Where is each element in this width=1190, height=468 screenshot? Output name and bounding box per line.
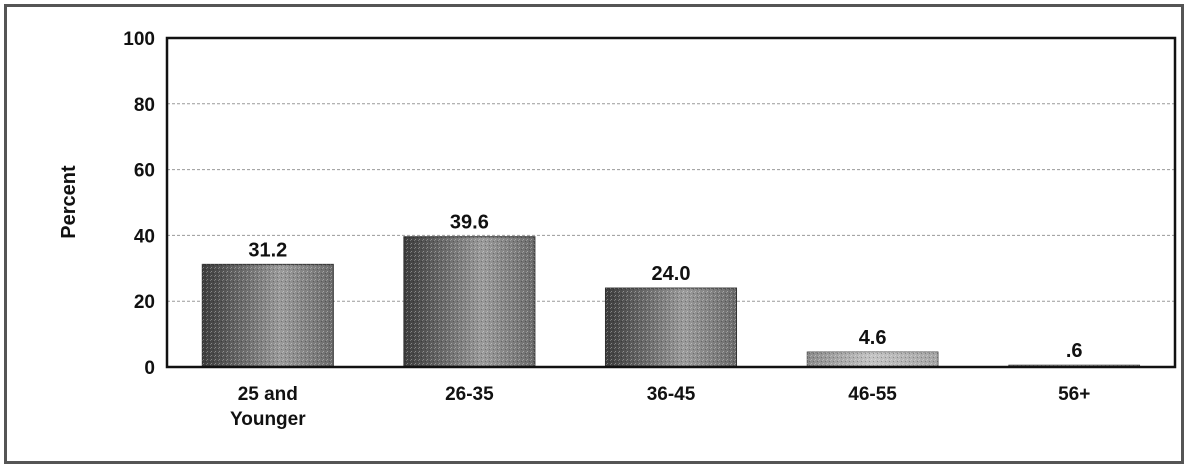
category-label-2: 36-45 (647, 384, 696, 405)
bar-texture-2 (605, 288, 737, 367)
category-label-4: 56+ (1058, 384, 1090, 405)
y-tick-label-20: 20 (134, 292, 155, 313)
value-label-1: 39.6 (450, 212, 489, 234)
y-tick-labels: 0 20 40 60 80 100 (123, 29, 155, 379)
plot-border (165, 36, 1177, 369)
bar-texture-0 (202, 264, 334, 367)
value-label-0: 31.2 (248, 239, 287, 261)
bar-texture-3 (807, 351, 939, 367)
bars (201, 236, 1141, 368)
category-label-1: 26-35 (445, 384, 494, 405)
x-category-labels: 25 and Younger 26-35 36-45 46-55 56+ (230, 384, 1090, 430)
category-label-3: 46-55 (848, 384, 897, 405)
value-label-3: 4.6 (859, 327, 887, 349)
value-label-4: .6 (1066, 340, 1083, 362)
value-label-2: 24.0 (652, 263, 691, 285)
value-labels: 31.2 39.6 24.0 4.6 .6 (248, 212, 1082, 362)
category-label-0-line-1: Younger (230, 409, 306, 430)
y-tick-label-0: 0 (144, 358, 155, 379)
y-tick-label-100: 100 (123, 29, 155, 50)
category-label-0-line-0: 25 and (238, 384, 298, 405)
y-tick-label-80: 80 (134, 95, 155, 116)
chart-frame: 0 20 40 60 80 100 25 and Younger 26-35 36-45 46-5… (4, 4, 1184, 464)
gridlines (167, 103, 1175, 302)
y-tick-label-40: 40 (134, 226, 155, 247)
y-tick-label-60: 60 (134, 161, 155, 182)
bar-chart: 0 20 40 60 80 100 25 and Younger 26-35 36-45 46-5… (58, 29, 1177, 430)
bar-texture-1 (403, 236, 535, 367)
axes (165, 36, 1177, 369)
y-axis-title: Percent (58, 165, 80, 239)
